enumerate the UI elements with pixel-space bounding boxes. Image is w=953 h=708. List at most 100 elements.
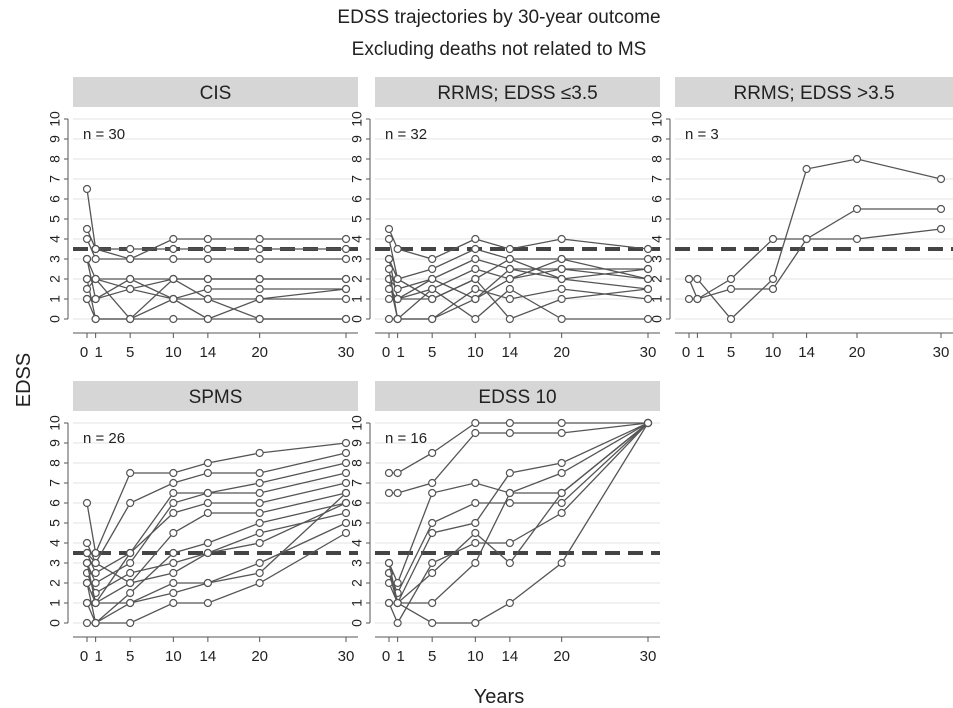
y-tick-label: 4 xyxy=(47,539,63,547)
data-point xyxy=(91,274,100,284)
data-point xyxy=(82,548,92,558)
y-tick-label: 3 xyxy=(349,255,365,263)
data-point xyxy=(169,468,178,478)
data-point xyxy=(505,254,514,264)
series-line xyxy=(86,442,347,556)
data-point xyxy=(726,274,736,284)
series-line xyxy=(86,258,346,280)
x-tick-label: 5 xyxy=(126,648,134,665)
data-point xyxy=(169,548,178,558)
data-point xyxy=(471,518,480,528)
data-point xyxy=(169,478,178,488)
panel-title: CIS xyxy=(200,83,232,104)
data-point xyxy=(126,588,135,598)
data-point xyxy=(393,488,402,498)
y-tick-label: 10 xyxy=(649,111,665,127)
x-tick-label: 0 xyxy=(80,344,88,361)
series-line xyxy=(388,422,649,605)
data-point xyxy=(203,244,212,254)
data-point xyxy=(557,558,566,568)
data-point xyxy=(341,478,351,488)
y-tick-label: 3 xyxy=(649,255,665,263)
n-label: n = 32 xyxy=(385,126,427,143)
series-line xyxy=(86,452,347,565)
data-point xyxy=(169,508,178,518)
data-point xyxy=(393,274,402,284)
chart-subtitle: Excluding deaths not related to MS xyxy=(352,39,647,60)
data-point xyxy=(255,294,264,304)
data-point xyxy=(393,244,402,254)
data-point xyxy=(643,264,653,274)
y-tick-label: 10 xyxy=(47,111,63,127)
y-tick-label: 2 xyxy=(47,579,63,587)
data-point xyxy=(643,418,653,428)
y-tick-label: 9 xyxy=(349,439,365,447)
data-point xyxy=(557,274,566,284)
data-point xyxy=(802,164,811,174)
data-point xyxy=(169,274,178,284)
data-point xyxy=(384,314,394,324)
data-point xyxy=(852,234,862,244)
data-point xyxy=(341,458,351,468)
x-tick-label: 1 xyxy=(94,344,102,361)
series-line xyxy=(87,278,346,290)
data-point xyxy=(126,468,135,478)
data-point xyxy=(126,568,135,578)
y-tick-label: 2 xyxy=(649,275,665,283)
data-point xyxy=(341,438,351,448)
data-point xyxy=(203,538,212,548)
data-point xyxy=(126,618,135,628)
y-tick-label: 9 xyxy=(47,439,63,447)
data-point xyxy=(428,558,437,568)
data-point xyxy=(341,294,351,304)
data-point xyxy=(255,568,264,578)
data-point xyxy=(91,294,100,304)
data-point xyxy=(471,294,480,304)
y-tick-label: 4 xyxy=(349,539,365,547)
data-point xyxy=(428,528,437,538)
y-tick-label: 7 xyxy=(47,175,63,183)
data-point xyxy=(255,538,264,548)
data-point xyxy=(557,498,566,508)
data-point xyxy=(428,488,437,498)
x-tick-label: 5 xyxy=(428,648,436,665)
data-point xyxy=(341,284,351,294)
data-point xyxy=(255,254,264,264)
x-axis-label: Years xyxy=(474,686,524,708)
y-tick-label: 6 xyxy=(47,195,63,203)
series-line xyxy=(388,422,649,595)
y-tick-label: 0 xyxy=(649,315,665,323)
y-tick-label: 9 xyxy=(47,135,63,143)
data-point xyxy=(557,254,566,264)
data-point xyxy=(393,314,402,324)
x-tick-label: 14 xyxy=(502,344,519,361)
data-point xyxy=(169,558,178,568)
data-point xyxy=(255,488,264,498)
data-point xyxy=(428,254,437,264)
data-point xyxy=(91,558,100,568)
data-point xyxy=(341,518,351,528)
data-point xyxy=(693,274,702,284)
data-point xyxy=(341,528,351,538)
y-tick-label: 0 xyxy=(349,619,365,627)
data-point xyxy=(169,314,178,324)
series-line xyxy=(86,532,347,624)
panel-title: RRMS; EDSS ≤3.5 xyxy=(437,83,597,104)
y-tick-label: 5 xyxy=(47,215,63,223)
x-tick-label: 5 xyxy=(428,344,436,361)
data-point xyxy=(384,468,394,478)
data-point xyxy=(471,264,480,274)
x-tick-label: 20 xyxy=(849,344,866,361)
x-tick-label: 14 xyxy=(200,648,217,665)
data-point xyxy=(557,284,566,294)
data-point xyxy=(203,314,212,324)
data-point xyxy=(643,314,653,324)
y-tick-label: 9 xyxy=(649,135,665,143)
y-tick-label: 8 xyxy=(649,155,665,163)
data-point xyxy=(203,498,212,508)
y-tick-label: 9 xyxy=(349,135,365,143)
data-point xyxy=(341,488,351,498)
data-point xyxy=(768,284,778,294)
data-point xyxy=(428,448,437,458)
